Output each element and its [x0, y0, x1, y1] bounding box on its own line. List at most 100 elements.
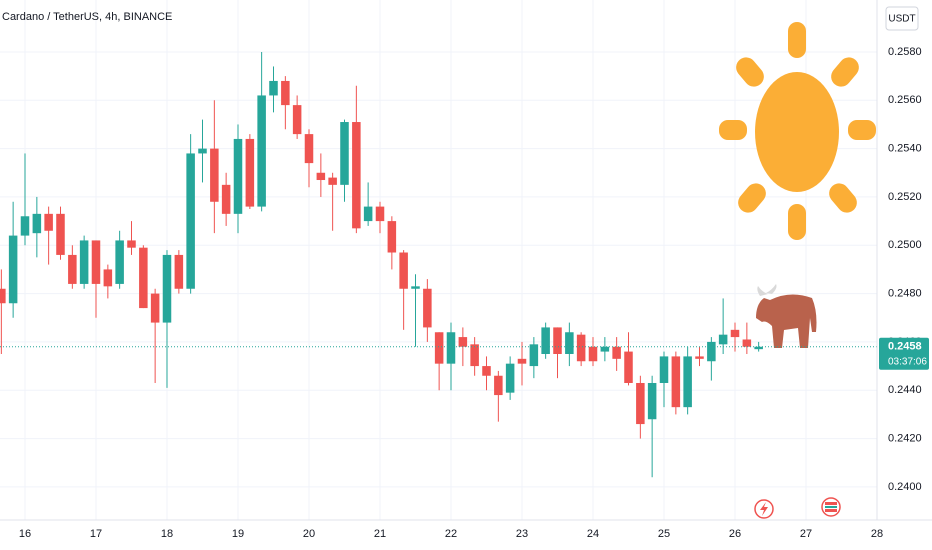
y-tick-label: 0.2480: [888, 287, 922, 299]
x-tick-label: 23: [516, 528, 528, 540]
candle-body: [292, 105, 302, 135]
candle-body: [363, 206, 373, 222]
candle-body: [683, 356, 692, 408]
candle-body: [600, 346, 610, 352]
candle-body: [127, 240, 136, 248]
last-price-tag: [879, 337, 929, 370]
candle-body: [529, 344, 539, 367]
candle-body: [505, 363, 515, 393]
candle-body: [316, 172, 326, 181]
candle-body: [411, 286, 420, 289]
x-tick-label: 24: [587, 528, 599, 540]
candle-body: [517, 358, 527, 364]
candle-body: [671, 356, 681, 408]
candle-body: [139, 247, 148, 309]
x-tick-label: 25: [658, 528, 670, 540]
candle-body: [257, 95, 266, 207]
x-tick-label: 26: [729, 528, 741, 540]
candle-body: [210, 148, 219, 202]
candle-body: [352, 122, 361, 229]
x-tick-label: 19: [232, 528, 244, 540]
candle-body: [446, 332, 456, 364]
candles: [0, 51, 877, 478]
y-tick-label: 0.2580: [888, 46, 922, 58]
event-icon[interactable]: [821, 497, 841, 517]
y-tick-label: 0.2400: [888, 481, 922, 493]
candle-body: [458, 337, 468, 347]
candle-body: [340, 122, 349, 185]
candle-body: [375, 206, 385, 222]
currency-label: USDT: [888, 14, 915, 25]
x-tick-label: 20: [303, 528, 315, 540]
candle-body: [423, 288, 432, 328]
candle-body: [730, 329, 740, 338]
y-tick-label: 0.2540: [888, 143, 922, 155]
candle-body: [470, 344, 479, 367]
candle-body: [565, 332, 574, 354]
y-tick-label: 0.2440: [888, 384, 922, 396]
candle-body: [281, 80, 290, 106]
candle-body: [541, 327, 550, 354]
y-tick-label: 0.2420: [888, 432, 922, 444]
candle-body: [150, 293, 160, 323]
candle-body: [32, 213, 42, 234]
candle-body: [0, 288, 6, 304]
candle-body: [576, 334, 586, 362]
candle-body: [269, 80, 278, 96]
candle-body: [494, 375, 503, 396]
candle-body: [221, 184, 231, 214]
candle-body: [707, 341, 716, 362]
candle-body: [612, 346, 621, 359]
candle-body: [44, 213, 53, 231]
x-tick-label: 18: [161, 528, 173, 540]
candle-body: [233, 138, 243, 214]
x-tick-label: 28: [871, 528, 883, 540]
x-tick-label: 27: [800, 528, 812, 540]
sun-sticker: [719, 22, 876, 240]
candle-body: [636, 382, 645, 425]
candle-body: [647, 382, 657, 420]
y-tick-label: 0.2560: [888, 94, 922, 106]
candle-body: [8, 235, 18, 304]
candle-body: [174, 254, 184, 289]
candle-body: [659, 356, 669, 383]
candle-body: [68, 254, 77, 284]
x-tick-label: 21: [374, 528, 386, 540]
candle-body: [718, 334, 728, 345]
candle-body: [553, 327, 562, 354]
candle-body: [56, 213, 65, 255]
candle-body: [588, 346, 598, 362]
currency-button[interactable]: [885, 6, 919, 31]
candle-body: [198, 148, 207, 154]
candle-body: [20, 216, 30, 236]
grid: [0, 0, 878, 520]
candle-body: [482, 366, 491, 376]
candle-body: [115, 240, 124, 284]
candle-body: [245, 138, 255, 207]
candle-body: [79, 240, 89, 284]
candle-body: [742, 339, 752, 347]
event-icon[interactable]: [754, 499, 774, 519]
candle-body: [399, 252, 408, 289]
candle-body: [103, 269, 113, 287]
candle-body: [328, 177, 337, 185]
candle-body: [695, 356, 704, 359]
x-tick-label: 16: [19, 528, 31, 540]
candle-body: [304, 134, 314, 164]
chart-title: Cardano / TetherUS, 4h, BINANCE: [2, 11, 172, 23]
countdown-label: 03:37:06: [888, 356, 927, 367]
candle-body: [434, 332, 444, 364]
y-tick-label: 0.2500: [888, 239, 922, 251]
candle-body: [754, 346, 763, 350]
candle-body: [91, 240, 101, 284]
bull-sticker: [756, 284, 817, 348]
x-tick-label: 22: [445, 528, 457, 540]
candle-body: [186, 153, 195, 289]
candle-body: [624, 351, 633, 383]
last-price-label: 0.2458: [888, 341, 922, 353]
y-tick-label: 0.2520: [888, 191, 922, 203]
candle-body: [387, 221, 397, 253]
x-tick-label: 17: [90, 528, 102, 540]
candle-body: [162, 254, 172, 323]
